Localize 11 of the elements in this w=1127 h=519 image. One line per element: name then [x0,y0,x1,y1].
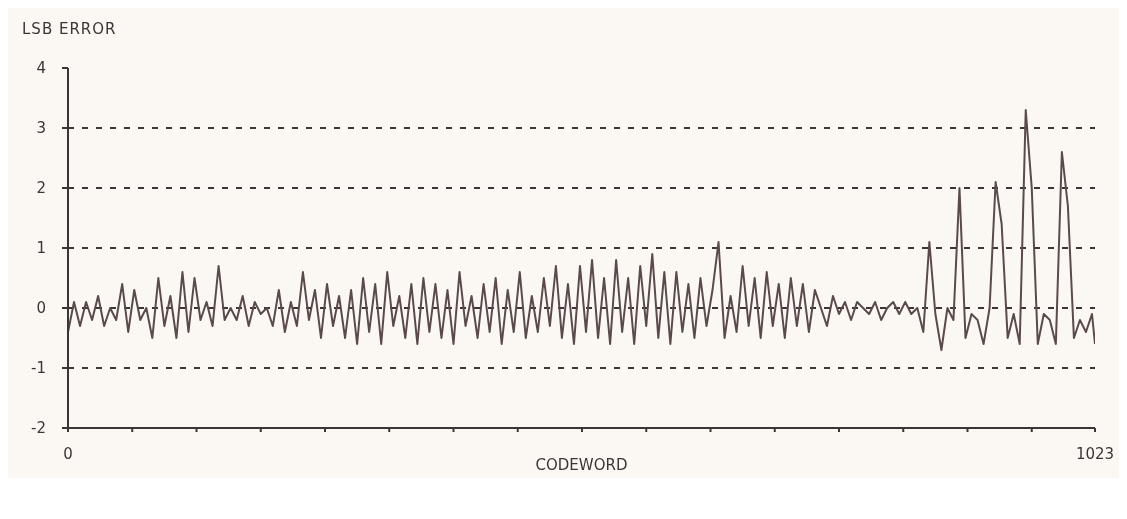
y-axis-title: LSB ERROR [22,20,117,38]
x-tick-label: 1023 [1075,444,1115,463]
y-tick-label: 0 [36,299,46,318]
y-tick-label: -2 [31,419,46,438]
y-tick-label: 1 [36,239,46,258]
line-series [68,109,1095,351]
y-tick-label: -1 [31,359,46,378]
y-tick-label: 2 [36,179,46,198]
y-tick-label: 4 [36,59,46,78]
y-tick-label: 3 [36,119,46,138]
x-axis-title: CODEWORD [535,456,628,474]
